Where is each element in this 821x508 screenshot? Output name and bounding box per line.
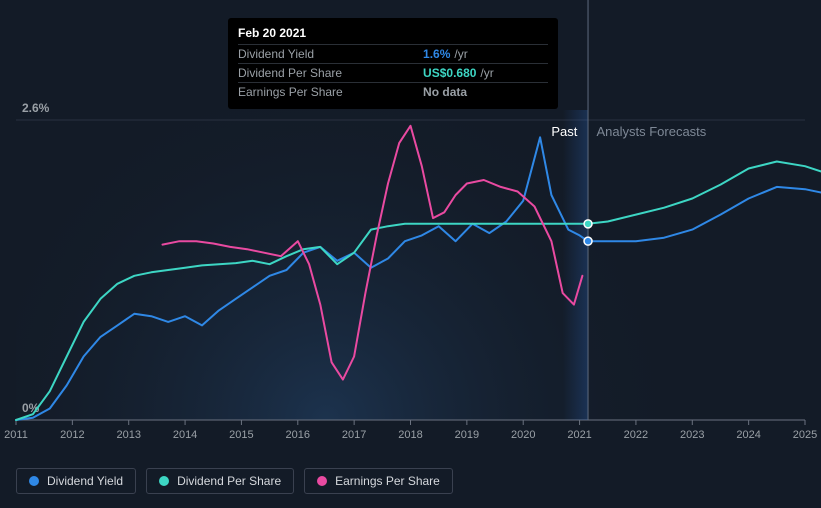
svg-text:2023: 2023 — [680, 429, 704, 441]
svg-text:2025: 2025 — [793, 429, 817, 441]
svg-text:2018: 2018 — [398, 429, 422, 441]
tooltip-row-value: 1.6%/yr — [423, 45, 548, 64]
svg-text:2021: 2021 — [567, 429, 591, 441]
svg-text:2022: 2022 — [624, 429, 648, 441]
legend-item[interactable]: Earnings Per Share — [304, 468, 453, 494]
svg-text:2019: 2019 — [455, 429, 479, 441]
chart-tooltip: Feb 20 2021 Dividend Yield1.6%/yrDividen… — [228, 18, 558, 109]
svg-text:2011: 2011 — [4, 429, 28, 441]
legend-label: Dividend Yield — [47, 474, 123, 488]
legend-dot-icon — [159, 476, 169, 486]
svg-text:2013: 2013 — [116, 429, 140, 441]
tooltip-row-label: Dividend Per Share — [238, 64, 423, 83]
svg-text:2024: 2024 — [736, 429, 760, 441]
svg-text:2017: 2017 — [342, 429, 366, 441]
svg-text:2.6%: 2.6% — [22, 101, 50, 115]
svg-text:2016: 2016 — [286, 429, 310, 441]
legend-label: Earnings Per Share — [335, 474, 440, 488]
tooltip-table: Dividend Yield1.6%/yrDividend Per ShareU… — [238, 44, 548, 101]
svg-text:Past: Past — [551, 124, 577, 139]
legend-item[interactable]: Dividend Yield — [16, 468, 136, 494]
svg-text:2020: 2020 — [511, 429, 535, 441]
tooltip-row-label: Dividend Yield — [238, 45, 423, 64]
svg-text:Analysts Forecasts: Analysts Forecasts — [596, 124, 706, 139]
svg-text:2012: 2012 — [60, 429, 84, 441]
legend-dot-icon — [317, 476, 327, 486]
tooltip-row-value: US$0.680/yr — [423, 64, 548, 83]
chart-legend: Dividend Yield Dividend Per Share Earnings… — [16, 468, 453, 494]
legend-item[interactable]: Dividend Per Share — [146, 468, 294, 494]
tooltip-row-label: Earnings Per Share — [238, 83, 423, 102]
tooltip-date: Feb 20 2021 — [238, 26, 548, 40]
dividend-chart: 2.6%0%2011201220132014201520162017201820… — [0, 0, 821, 508]
tooltip-row-value: No data — [423, 83, 548, 102]
legend-label: Dividend Per Share — [177, 474, 281, 488]
svg-text:2014: 2014 — [173, 429, 197, 441]
svg-text:2015: 2015 — [229, 429, 253, 441]
legend-dot-icon — [29, 476, 39, 486]
